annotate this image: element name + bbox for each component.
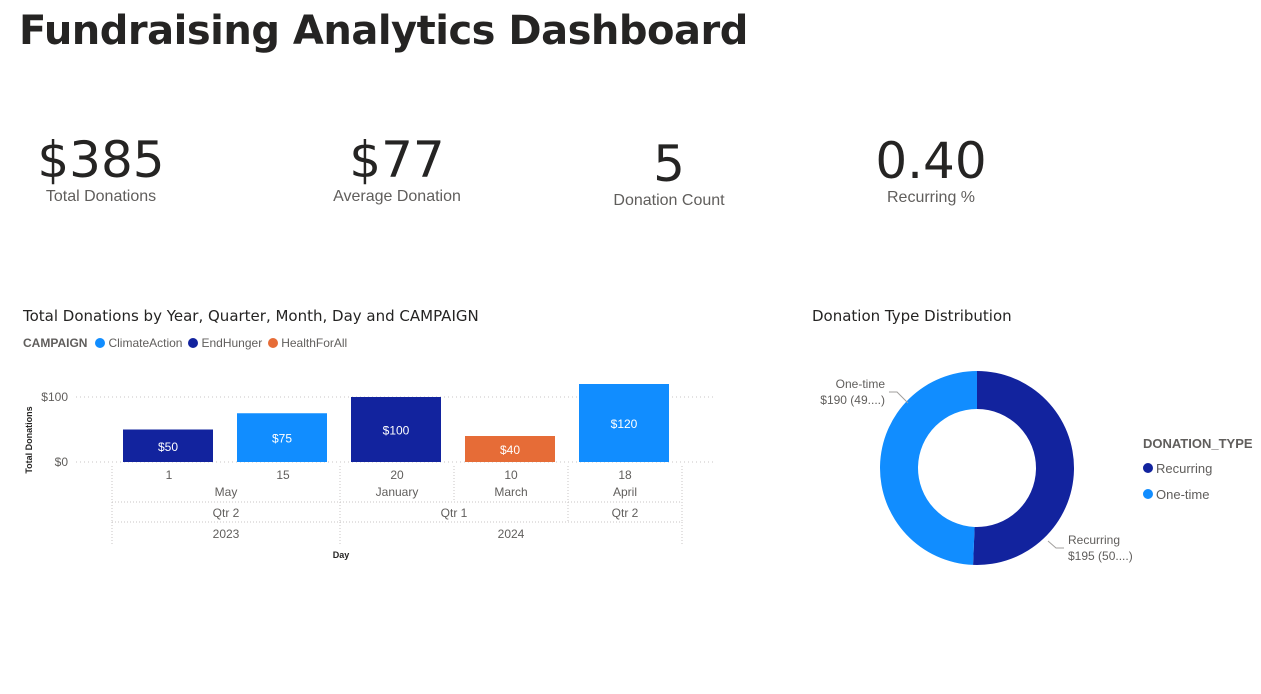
x-axis-group-label: January xyxy=(376,485,419,499)
donut-chart-legend: DONATION_TYPE Recurring One-time xyxy=(1143,436,1253,507)
kpi-donation-count[interactable]: 5 Donation Count xyxy=(594,136,744,210)
bar-climateaction xyxy=(579,384,669,462)
x-axis-group-label: Qtr 2 xyxy=(213,506,240,520)
x-tick-day: 10 xyxy=(504,468,518,482)
donut-slice-recurring xyxy=(973,371,1075,565)
bar-endhunger xyxy=(351,397,441,462)
legend-label: One-time xyxy=(1156,486,1210,502)
x-axis-group-label: 2023 xyxy=(213,527,240,541)
legend-item-recurring[interactable]: Recurring xyxy=(1143,455,1253,481)
x-tick-day: 18 xyxy=(618,468,632,482)
legend-item-endhunger[interactable]: EndHunger xyxy=(188,336,262,350)
bar-data-label: $40 xyxy=(500,443,520,457)
legend-item-one-time[interactable]: One-time xyxy=(1143,481,1253,507)
bar-chart-legend: CAMPAIGN ClimateAction EndHunger HealthF… xyxy=(23,336,353,350)
donut-label-value: $190 (49....) xyxy=(820,393,885,407)
x-axis-title: Day xyxy=(333,550,350,560)
x-axis-group-label: April xyxy=(613,485,637,499)
x-tick-day: 20 xyxy=(390,468,404,482)
donut-label-name: One-time xyxy=(836,377,886,391)
kpi-label: Recurring % xyxy=(886,189,976,206)
bar-chart[interactable]: $0 $100 Total Donations $50 $75 $100 $40 $120 1 1… xyxy=(0,370,740,570)
x-axis-group-label: 2024 xyxy=(498,527,525,541)
bar-data-label: $75 xyxy=(272,432,292,446)
kpi-value: $385 xyxy=(37,131,165,189)
y-axis-title: Total Donations xyxy=(24,406,34,473)
bar-endhunger xyxy=(123,429,213,462)
legend-title: DONATION_TYPE xyxy=(1143,436,1253,451)
donut-chart[interactable]: One-time $190 (49....) Recurring $195 (50..… xyxy=(800,355,1140,585)
y-tick-label: $100 xyxy=(41,390,68,404)
legend-label: EndHunger xyxy=(201,336,263,350)
x-axis-group-label: Qtr 1 xyxy=(441,506,468,520)
donut-slice-one-time xyxy=(880,371,977,565)
kpi-value: $77 xyxy=(349,131,445,189)
donut-label-name: Recurring xyxy=(1068,533,1120,547)
x-tick-day: 15 xyxy=(276,468,290,482)
x-tick-day: 1 xyxy=(166,468,173,482)
bar-chart-title: Total Donations by Year, Quarter, Month,… xyxy=(23,307,479,325)
bar-data-label: $100 xyxy=(383,424,410,438)
donut-label-value: $195 (50....) xyxy=(1068,549,1133,563)
legend-dot-icon xyxy=(95,338,106,348)
legend-label: Recurring xyxy=(1156,460,1213,476)
kpi-average-donation[interactable]: $77 Average Donation xyxy=(317,132,477,206)
x-axis-group-label: May xyxy=(215,485,238,499)
donut-chart-title: Donation Type Distribution xyxy=(812,307,1012,325)
legend-item-climateaction[interactable]: ClimateAction xyxy=(95,336,182,350)
bar-data-label: $50 xyxy=(158,440,178,454)
bar-healthforall xyxy=(465,436,555,462)
kpi-label: Average Donation xyxy=(333,188,461,205)
donut-leader-line xyxy=(1047,540,1064,549)
page-title: Fundraising Analytics Dashboard xyxy=(19,8,748,54)
kpi-label: Donation Count xyxy=(613,192,725,209)
legend-dot-icon xyxy=(268,338,279,348)
legend-dot-icon xyxy=(1143,489,1153,499)
legend-label: HealthForAll xyxy=(281,336,348,350)
kpi-total-donations[interactable]: $385 Total Donations xyxy=(26,132,176,206)
y-tick-label: $0 xyxy=(55,455,69,469)
kpi-value: 0.40 xyxy=(875,132,987,190)
bar-climateaction xyxy=(237,413,327,462)
legend-title: CAMPAIGN xyxy=(23,336,88,350)
legend-item-healthforall[interactable]: HealthForAll xyxy=(268,336,347,350)
donut-leader-line xyxy=(889,391,909,404)
legend-dot-icon xyxy=(188,338,199,348)
kpi-label: Total Donations xyxy=(45,188,157,205)
kpi-value: 5 xyxy=(653,135,685,193)
x-axis-group-label: March xyxy=(494,485,527,499)
bar-data-label: $120 xyxy=(611,417,638,431)
kpi-recurring-percent[interactable]: 0.40 Recurring % xyxy=(856,133,1006,207)
legend-label: ClimateAction xyxy=(108,336,183,350)
x-axis-group-label: Qtr 2 xyxy=(612,506,639,520)
legend-dot-icon xyxy=(1143,463,1153,473)
